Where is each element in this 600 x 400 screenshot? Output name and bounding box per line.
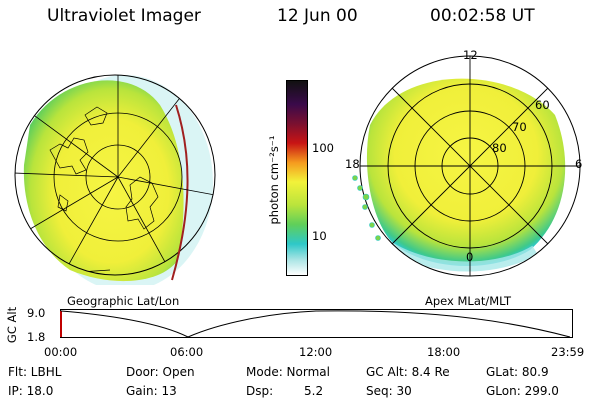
time-label: 00:02:58 UT <box>430 6 535 26</box>
altitude-ylabel: GC Alt <box>5 306 19 344</box>
altitude-plot <box>60 309 573 338</box>
instrument-title: Ultraviolet Imager <box>47 6 201 26</box>
left-panel-caption: Geographic Lat/Lon <box>67 294 180 308</box>
mode-info: Mode: Normal <box>246 365 330 379</box>
sequence-info: Seq: 30 <box>366 384 412 398</box>
apex-polar-image <box>352 55 581 277</box>
glat-info: GLat: 80.9 <box>486 365 549 379</box>
time-tick-0600: 06:00 <box>170 345 204 359</box>
right-panel-caption: Apex MLat/MLT <box>425 294 512 308</box>
colorbar-unit-label: photon cm⁻²s⁻¹ <box>267 135 281 225</box>
gain-info: Gain: 13 <box>126 384 177 398</box>
time-tick-1800: 18:00 <box>427 345 461 359</box>
altitude-ytick-1-8: 1.8 <box>27 330 46 344</box>
time-tick-0000: 00:00 <box>44 345 78 359</box>
mlat-label-80: 80 <box>492 141 507 155</box>
dsp-label: Dsp: <box>246 384 274 398</box>
mlat-label-70: 70 <box>512 120 527 134</box>
door-info: Door: Open <box>126 365 195 379</box>
mlt-label-0: 0 <box>466 250 474 264</box>
mlt-label-18: 18 <box>345 157 360 171</box>
time-tick-1200: 12:00 <box>299 345 333 359</box>
altitude-curve <box>60 310 571 338</box>
altitude-ytick-9: 9.0 <box>27 306 46 320</box>
filter-info: Flt: LBHL <box>8 365 62 379</box>
colorbar-tick-100: 100 <box>312 141 334 155</box>
ip-info: IP: 18.0 <box>8 384 54 398</box>
geographic-globe-image <box>14 74 216 285</box>
date-label: 12 Jun 00 <box>277 6 358 26</box>
colorbar-tick-10: 10 <box>312 229 327 243</box>
mlt-label-6: 6 <box>575 157 583 171</box>
dsp-value: 5.2 <box>304 384 324 398</box>
mlt-label-12: 12 <box>463 48 478 62</box>
colorbar <box>286 80 308 276</box>
gc-altitude-info: GC Alt: 8.4 Re <box>366 365 450 379</box>
time-tick-2359: 23:59 <box>551 345 585 359</box>
aurora-lit-region <box>23 80 184 282</box>
glon-info: GLon: 299.0 <box>486 384 559 398</box>
mlat-label-60: 60 <box>535 98 550 112</box>
